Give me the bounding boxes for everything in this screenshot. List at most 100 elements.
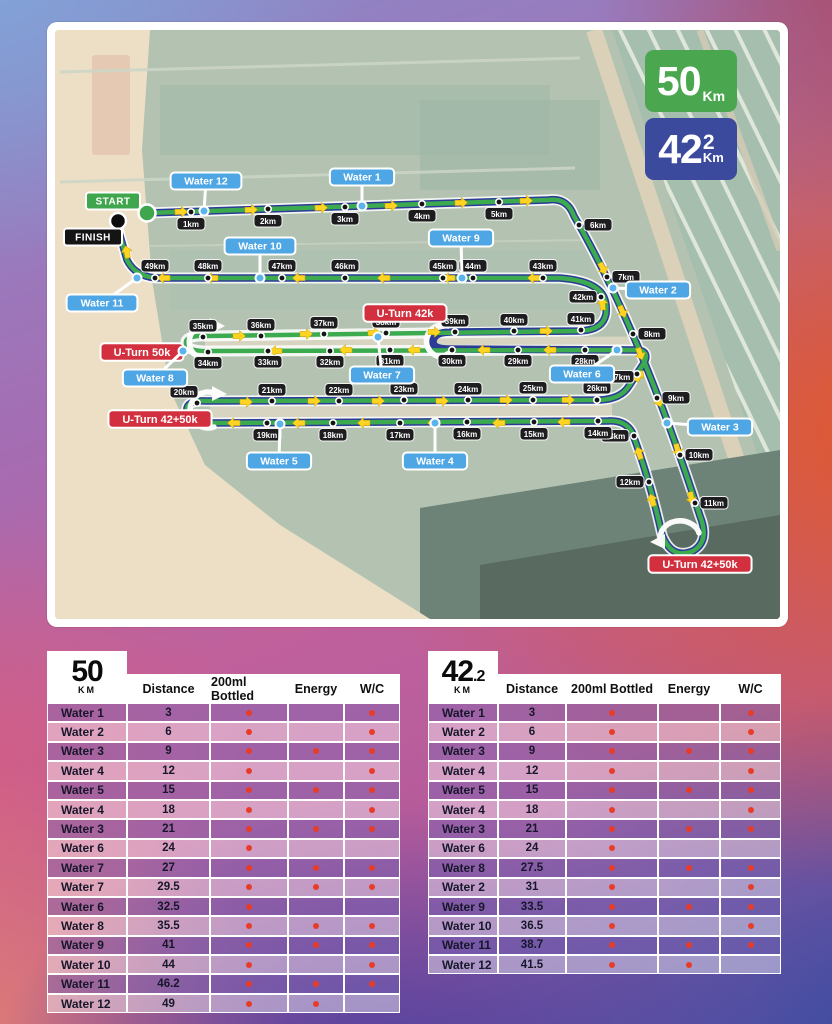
km-marker <box>140 259 170 273</box>
route-arrow-icon <box>617 304 628 318</box>
availability-dot-icon <box>747 864 754 871</box>
km-marker <box>484 207 514 221</box>
km-marker-label: 33km <box>258 358 278 367</box>
availability-dot-icon <box>313 981 319 988</box>
km-dot <box>463 395 472 404</box>
availability-dot-icon <box>747 709 754 716</box>
availability-dot-icon <box>369 729 375 736</box>
table-badge-suffix: .2 <box>473 668 485 686</box>
wc-cell <box>720 877 781 897</box>
wc-cell <box>720 741 781 762</box>
km-dot <box>644 477 653 486</box>
availability-dot-icon <box>369 826 375 833</box>
station-name-cell: Water 7 <box>47 858 127 878</box>
km-marker <box>452 427 482 441</box>
availability-dot-icon <box>313 884 319 891</box>
energy-cell <box>658 877 720 897</box>
km-marker-label: 15km <box>524 430 544 439</box>
energy-cell <box>658 741 720 762</box>
km-dot <box>602 272 611 281</box>
station-name-cell: Water 6 <box>47 838 127 859</box>
km-dot <box>325 346 334 355</box>
km-marker-label: 31km <box>380 357 400 366</box>
column-header: Energy <box>658 674 720 703</box>
table-badge: 42.2 KM <box>428 651 498 703</box>
km-marker-label: 43km <box>533 262 553 271</box>
route-arrow-icon <box>597 261 609 275</box>
availability-dot-icon <box>369 884 375 891</box>
water-tag <box>624 280 692 300</box>
water-tag-label: Water 11 <box>81 298 124 310</box>
station-name-cell: Water 5 <box>428 780 498 800</box>
km-marker-label: 9km <box>668 394 684 403</box>
route-arrow-icon <box>407 344 421 356</box>
energy-cell <box>288 838 344 859</box>
km-marker-label: 34km <box>198 359 218 368</box>
km-dot <box>193 398 202 407</box>
availability-dot-icon <box>246 903 252 910</box>
wc-cell <box>720 761 781 781</box>
water-tag <box>245 451 313 471</box>
water-tags-layer: Water 1 Water 2 Water 3 Water 4 Water 5 Water… <box>65 167 754 471</box>
uturn-arrow-icon <box>657 518 702 544</box>
bottled-cell <box>210 741 288 762</box>
availability-dot-icon <box>246 922 252 929</box>
km-marker-label: 22km <box>329 386 349 395</box>
water-tag <box>328 167 396 187</box>
route-arrow-icon <box>339 344 353 356</box>
km-marker-label: 46km <box>335 262 355 271</box>
station-name-cell: Water 11 <box>47 974 127 994</box>
availability-dot-icon <box>747 826 754 833</box>
availability-dot-icon <box>246 806 252 813</box>
badge-50km: 50 Km <box>645 50 737 112</box>
water-tag-label: Water 9 <box>442 233 480 245</box>
station-name-cell: Water 3 <box>47 741 127 762</box>
km-marker-label: 49km <box>145 262 165 271</box>
distance-cell: 3 <box>498 703 566 723</box>
water-tag <box>223 236 297 256</box>
availability-dot-icon <box>686 961 692 968</box>
km-marker <box>330 259 360 273</box>
uturn-tag <box>107 409 213 429</box>
km-dot <box>596 292 605 301</box>
km-marker-label: 16km <box>457 430 477 439</box>
bottled-cell <box>210 896 288 917</box>
water-dot <box>372 331 384 343</box>
route-arrow-icon <box>377 272 391 284</box>
energy-cell <box>288 761 344 781</box>
energy-cell <box>658 819 720 839</box>
route-arrow-icon <box>561 394 575 406</box>
availability-dot-icon <box>609 767 615 774</box>
km-dot <box>576 325 585 334</box>
water-dot <box>198 205 210 217</box>
km-marker-label: 3km <box>337 215 353 224</box>
uturn-arrowhead-icon <box>650 534 665 549</box>
km-marker-label: 45km <box>433 262 453 271</box>
km-marker <box>176 217 206 231</box>
route-arrow-icon <box>307 395 321 407</box>
station-name-cell: Water 2 <box>428 722 498 742</box>
station-name-cell: Water 12 <box>47 993 127 1014</box>
water-dot <box>661 417 673 429</box>
availability-dot-icon <box>609 787 615 794</box>
route-arrow-icon <box>633 446 645 461</box>
station-name-cell: Water 6 <box>428 838 498 859</box>
uturn-tag <box>647 554 753 574</box>
station-name-cell: Water 6 <box>47 896 127 917</box>
km-marker-label: 32km <box>320 358 340 367</box>
availability-dot-icon <box>747 767 754 774</box>
bottled-cell <box>210 780 288 800</box>
wc-cell <box>344 993 400 1014</box>
station-name-cell: Water 4 <box>428 799 498 820</box>
availability-dot-icon <box>246 729 252 736</box>
km-marker-label: 10km <box>689 451 709 460</box>
route-arrow-icon <box>646 493 658 508</box>
energy-cell <box>658 916 720 936</box>
wc-cell <box>344 858 400 878</box>
km-dot <box>462 417 471 426</box>
km-marker-label: 42km <box>573 293 593 302</box>
availability-dot-icon <box>369 806 375 813</box>
availability-dot-icon <box>246 787 252 794</box>
availability-dot-icon <box>609 709 615 716</box>
wc-cell <box>720 780 781 800</box>
